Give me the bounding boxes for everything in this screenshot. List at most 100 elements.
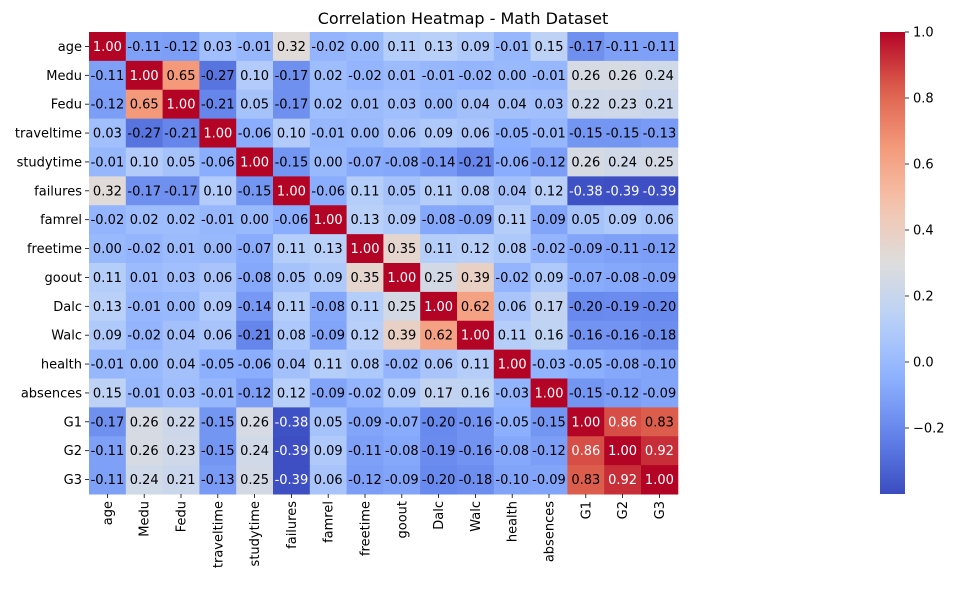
cell-value-label: 0.06 (387, 127, 416, 142)
cell-value-label: -0.02 (91, 213, 125, 228)
colorbar-tick-label: 0.4 (913, 224, 934, 239)
heatmap-cell (457, 60, 495, 91)
heatmap-cell (567, 320, 605, 351)
cell-value-label: 0.65 (130, 98, 159, 113)
heatmap-cell (604, 89, 642, 120)
heatmap-cell (125, 89, 164, 120)
heatmap-cell (641, 118, 679, 149)
cell-value-label: 0.22 (571, 98, 600, 113)
heatmap-cell (567, 465, 605, 495)
heatmap-cell (125, 205, 164, 235)
cell-value-label: -0.02 (495, 271, 529, 286)
heatmap-cell (273, 349, 311, 380)
heatmap-cell (530, 263, 568, 293)
cell-value-label: -0.08 (385, 444, 419, 459)
cell-value-label: -0.39 (643, 184, 677, 199)
cell-value-label: -0.09 (459, 213, 493, 228)
cell-value-label: -0.12 (91, 98, 125, 113)
heatmap-cell (383, 176, 421, 206)
cell-value-label: 1.00 (608, 444, 637, 459)
y-axis-tick-label: G1 (64, 415, 82, 430)
heatmap-cell (162, 465, 200, 495)
cell-value-label: -0.21 (201, 98, 235, 113)
heatmap-cell (567, 118, 605, 149)
y-axis-tick-labels: age Medu Fedu traveltime studytime failures fa… (15, 40, 89, 488)
heatmap-cell (567, 263, 605, 293)
cell-value-label: -0.12 (532, 155, 566, 170)
cell-value-label: -0.02 (385, 358, 419, 373)
cell-value-label: 0.83 (571, 473, 600, 488)
heatmap-cell (530, 60, 568, 91)
cell-value-label: -0.11 (606, 40, 640, 55)
colorbar-tick-label: 0.0 (913, 356, 934, 371)
heatmap-cell (493, 291, 532, 322)
cell-value-label: -0.01 (91, 155, 125, 170)
y-axis-tick-label: age (58, 40, 82, 55)
cell-value-label: 0.02 (314, 98, 343, 113)
y-axis-tick-label: Medu (46, 69, 82, 84)
cell-value-label: 0.00 (240, 213, 269, 228)
cell-value-label: 0.62 (424, 329, 453, 344)
heatmap-cell (420, 291, 458, 322)
cell-value-label: 0.10 (240, 69, 269, 84)
cell-value-label: 0.32 (277, 40, 306, 55)
heatmap-cell (273, 465, 311, 495)
heatmap-cell (309, 436, 348, 466)
heatmap-cell (199, 291, 237, 322)
heatmap-cell (420, 32, 458, 62)
cell-value-label: 0.11 (93, 271, 122, 286)
cell-value-label: -0.11 (91, 444, 125, 459)
cell-value-label: -0.17 (275, 69, 309, 84)
heatmap-cell (125, 291, 164, 322)
cell-value-label: 0.09 (461, 40, 490, 55)
cell-value-label: -0.27 (201, 69, 235, 84)
x-axis-tick-label: traveltime (211, 501, 226, 568)
heatmap-cell (346, 291, 384, 322)
heatmap-cell (89, 118, 127, 149)
y-axis-tick-label: studytime (17, 155, 82, 170)
heatmap-cell (493, 32, 532, 62)
cell-value-label: -0.08 (311, 300, 345, 315)
cell-value-label: 0.02 (314, 69, 343, 84)
heatmap-cell (346, 349, 384, 380)
x-axis-tick-label: G1 (579, 501, 594, 519)
heatmap-cell (457, 205, 495, 235)
cell-value-label: -0.05 (495, 127, 529, 142)
cell-value-label: -0.15 (532, 415, 566, 430)
cell-value-label: 0.05 (167, 155, 196, 170)
heatmap-cell (346, 263, 384, 293)
heatmap-cell (420, 147, 458, 177)
heatmap-cell (641, 291, 679, 322)
cell-value-label: -0.15 (569, 386, 603, 401)
heatmap-cell (641, 176, 679, 206)
cell-value-label: 0.08 (277, 329, 306, 344)
x-axis-tick-label: absences (543, 501, 558, 562)
cell-value-label: -0.12 (532, 444, 566, 459)
heatmap-cell (199, 320, 237, 351)
heatmap-cell (493, 465, 532, 495)
cell-value-label: -0.38 (275, 415, 309, 430)
heatmap-cell (493, 60, 532, 91)
heatmap-cell (346, 89, 384, 120)
cell-value-label: 1.00 (461, 329, 490, 344)
heatmap-cell (493, 436, 532, 466)
heatmap-cell (125, 263, 164, 293)
cell-value-label: 0.15 (93, 386, 122, 401)
cell-value-label: -0.15 (606, 127, 640, 142)
chart-title: Correlation Heatmap - Math Dataset (318, 9, 609, 28)
y-axis-tick-label: goout (45, 271, 83, 286)
cell-value-label: 0.09 (387, 386, 416, 401)
cell-value-label: 0.06 (424, 358, 453, 373)
heatmap-cell (125, 378, 164, 408)
heatmap-cell (309, 205, 348, 235)
cell-value-label: 0.65 (167, 69, 196, 84)
cell-value-label: 0.02 (130, 213, 159, 228)
heatmap-cell (162, 176, 200, 206)
cell-value-label: 0.39 (461, 271, 490, 286)
cell-value-label: -0.01 (422, 69, 456, 84)
heatmap-cell (162, 205, 200, 235)
heatmap-cell (199, 349, 237, 380)
cell-value-label: 1.00 (424, 300, 453, 315)
cell-value-label: -0.39 (606, 184, 640, 199)
heatmap-cell (641, 234, 679, 264)
